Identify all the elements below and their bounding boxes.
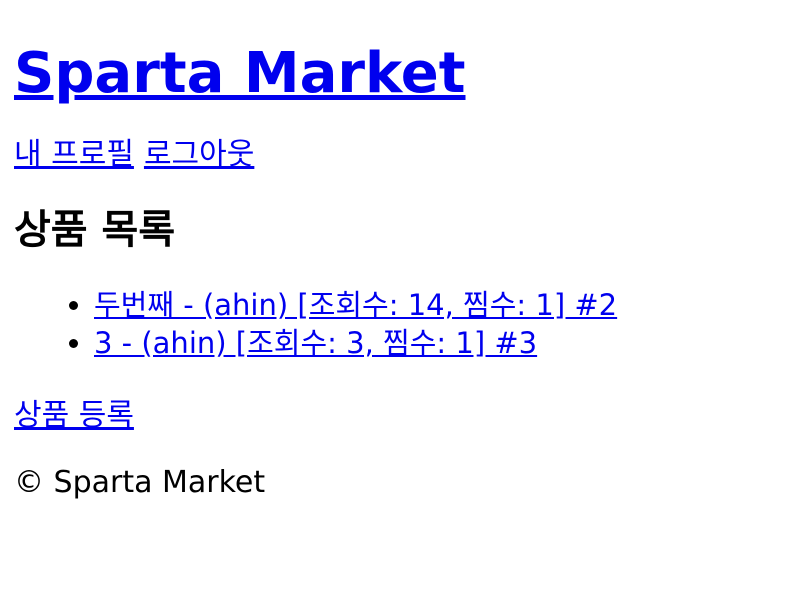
product-link[interactable]: 3 - (ahin) [조회수: 3, 찜수: 1] #3 — [94, 326, 538, 360]
site-title-link[interactable]: Sparta Market — [14, 41, 466, 106]
site-title: Sparta Market — [14, 0, 794, 106]
product-list: 두번째 - (ahin) [조회수: 14, 찜수: 1] #2 3 - (ah… — [14, 286, 794, 362]
list-item: 3 - (ahin) [조회수: 3, 찜수: 1] #3 — [94, 324, 794, 362]
register-section: 상품 등록 — [14, 396, 794, 436]
page: Sparta Market 내 프로필 로그아웃 상품 목록 두번째 - (ahi… — [0, 0, 808, 503]
top-nav: 내 프로필 로그아웃 — [14, 135, 794, 175]
logout-link[interactable]: 로그아웃 — [143, 137, 255, 172]
register-product-link[interactable]: 상품 등록 — [14, 398, 134, 433]
footer: © Sparta Market — [14, 465, 266, 500]
profile-link[interactable]: 내 프로필 — [14, 137, 134, 172]
section-title: 상품 목록 — [14, 207, 176, 253]
product-link[interactable]: 두번째 - (ahin) [조회수: 14, 찜수: 1] #2 — [94, 288, 618, 322]
list-item: 두번째 - (ahin) [조회수: 14, 찜수: 1] #2 — [94, 286, 794, 324]
